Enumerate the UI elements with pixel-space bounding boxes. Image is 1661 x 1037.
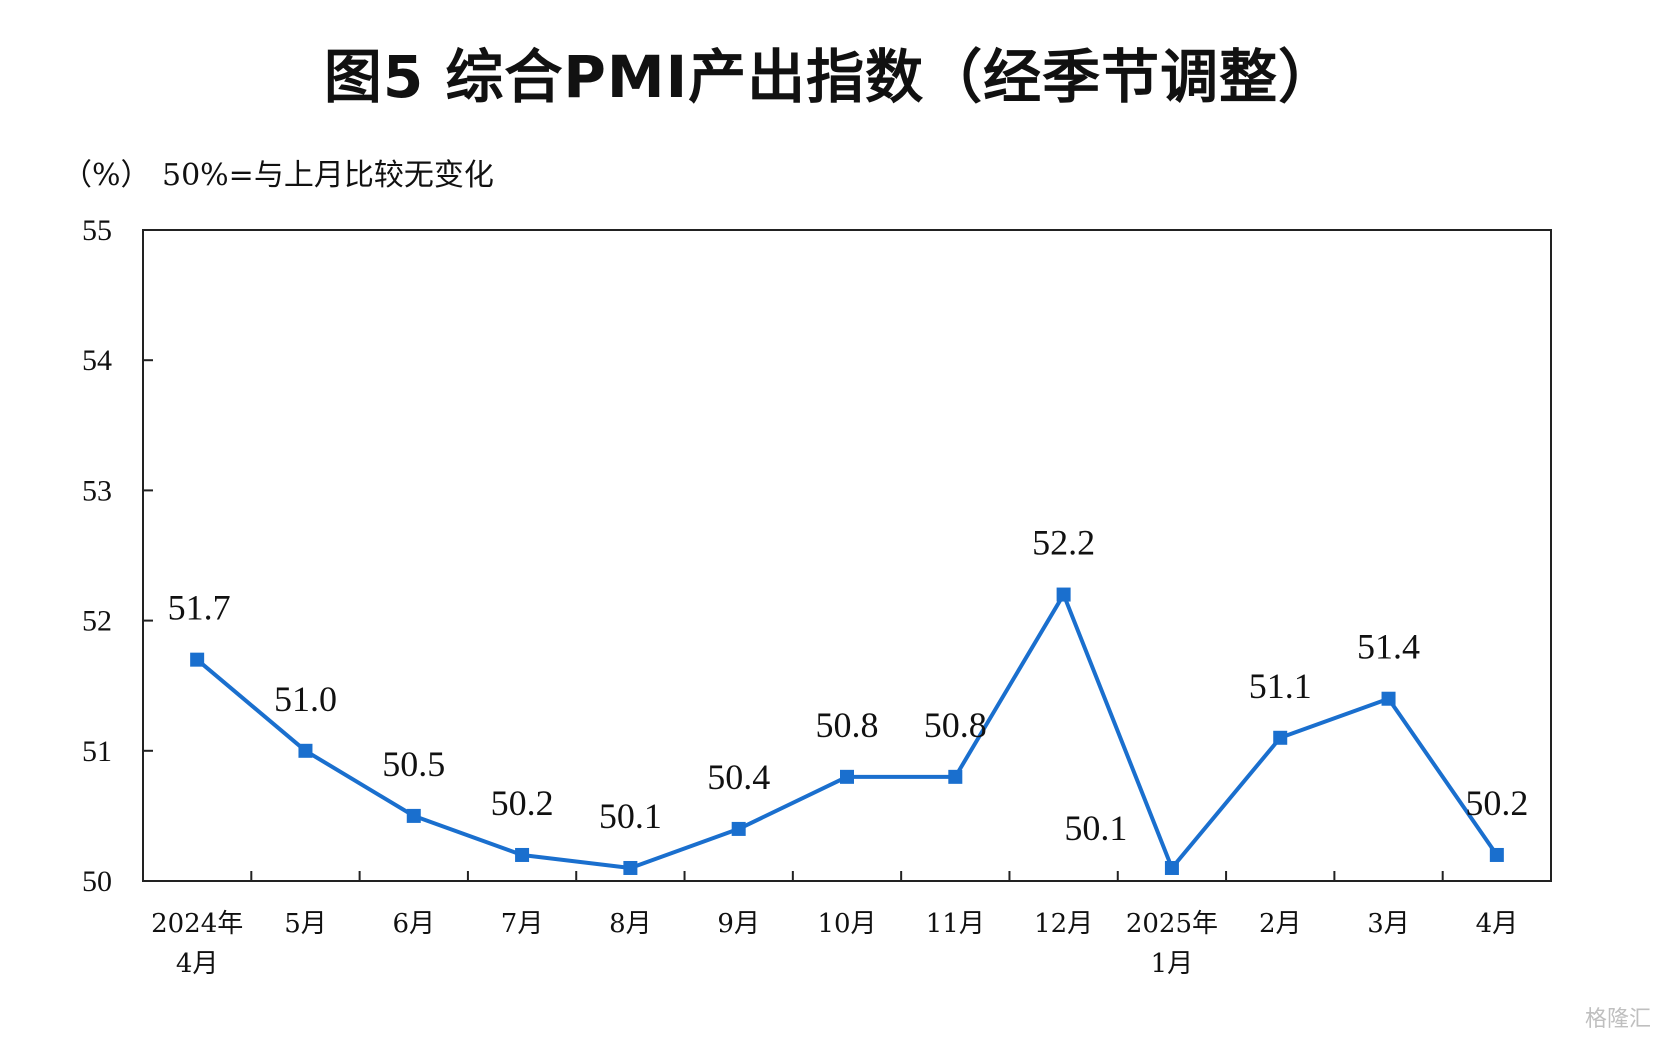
data-label: 52.2 <box>1032 523 1095 563</box>
data-point-marker <box>406 808 421 823</box>
x-tick-label-line: 3月 <box>1367 909 1410 939</box>
data-point-marker <box>731 821 746 836</box>
x-axis-ticks: 2024年 4月 5月 6月 7月 8月 9月 10月 11月 12月 2025年 1月 2月 3月 4月 <box>151 871 1518 979</box>
x-tick-label-line: 2025年 <box>1126 909 1218 939</box>
data-point-marker <box>298 743 313 758</box>
reference-note: 50%=与上月比较无变化 <box>162 158 494 193</box>
data-labels: 51.7 51.0 50.5 50.2 50.1 50.4 50.8 50.8 52.2 50.1… <box>168 523 1529 848</box>
x-tick-label: 4月 <box>1476 909 1519 939</box>
x-tick-label-line: 2月 <box>1259 909 1302 939</box>
data-point-marker <box>1489 847 1504 862</box>
data-label: 50.1 <box>599 796 662 836</box>
data-label: 50.5 <box>382 744 445 784</box>
y-tick-label: 53 <box>82 474 112 507</box>
data-label: 51.1 <box>1249 666 1312 706</box>
y-tick-label: 54 <box>82 344 112 377</box>
data-point-marker <box>515 847 530 862</box>
x-tick-label: 10月 <box>817 909 876 939</box>
y-unit-label: （%） <box>62 158 151 193</box>
x-tick-label: 5月 <box>284 909 327 939</box>
chart-axes <box>142 229 1552 882</box>
data-label: 50.8 <box>816 705 879 745</box>
y-tick-label: 52 <box>82 605 112 638</box>
x-tick-label: 2025年 1月 <box>1126 909 1218 979</box>
x-tick-label: 11月 <box>926 909 985 939</box>
x-tick-label-line: 10月 <box>817 909 876 939</box>
y-tick-label: 50 <box>82 865 112 898</box>
x-tick-label-line: 12月 <box>1034 909 1093 939</box>
data-label: 51.7 <box>168 588 231 628</box>
x-tick-label: 2024年 4月 <box>151 909 243 979</box>
x-tick-label-line: 11月 <box>926 909 985 939</box>
y-tick-label: 51 <box>82 735 112 768</box>
data-label: 50.4 <box>707 757 770 797</box>
x-tick-label-line: 4月 <box>176 949 219 979</box>
data-label: 50.2 <box>1465 783 1528 823</box>
data-point-marker <box>1164 860 1179 875</box>
x-tick-label: 9月 <box>717 909 760 939</box>
x-tick-label-line: 4月 <box>1476 909 1519 939</box>
y-axis-ticks: 50 51 52 53 54 55 <box>82 214 153 898</box>
x-tick-label-line: 6月 <box>392 909 435 939</box>
x-tick-label: 2月 <box>1259 909 1302 939</box>
data-point-marker <box>948 769 963 784</box>
data-label: 50.8 <box>924 705 987 745</box>
data-label: 51.0 <box>274 679 337 719</box>
data-point-marker <box>623 860 638 875</box>
x-tick-label: 7月 <box>501 909 544 939</box>
data-point-marker <box>1381 691 1396 706</box>
x-tick-label: 12月 <box>1034 909 1093 939</box>
plot-frame <box>142 229 1552 882</box>
x-tick-label-line: 7月 <box>501 909 544 939</box>
watermark-text: 格隆汇 <box>1584 1007 1651 1032</box>
x-tick-label-line: 2024年 <box>151 909 243 939</box>
data-point-marker <box>190 652 205 667</box>
series-group <box>190 587 1504 875</box>
x-tick-label: 6月 <box>392 909 435 939</box>
chart-title: 图5 综合PMI产出指数（经季节调整） <box>323 43 1338 111</box>
x-tick-label-line: 5月 <box>284 909 327 939</box>
x-tick-label: 8月 <box>609 909 652 939</box>
data-label: 50.1 <box>1064 808 1127 848</box>
data-label: 50.2 <box>491 783 554 823</box>
x-tick-label-line: 1月 <box>1151 949 1194 979</box>
y-tick-label: 55 <box>82 214 112 247</box>
data-label: 51.4 <box>1357 627 1420 667</box>
x-tick-label: 3月 <box>1367 909 1410 939</box>
data-point-marker <box>840 769 854 784</box>
data-point-marker <box>1056 587 1071 602</box>
x-tick-label-line: 9月 <box>717 909 760 939</box>
x-tick-label-line: 8月 <box>609 909 652 939</box>
data-point-marker <box>1273 730 1288 745</box>
